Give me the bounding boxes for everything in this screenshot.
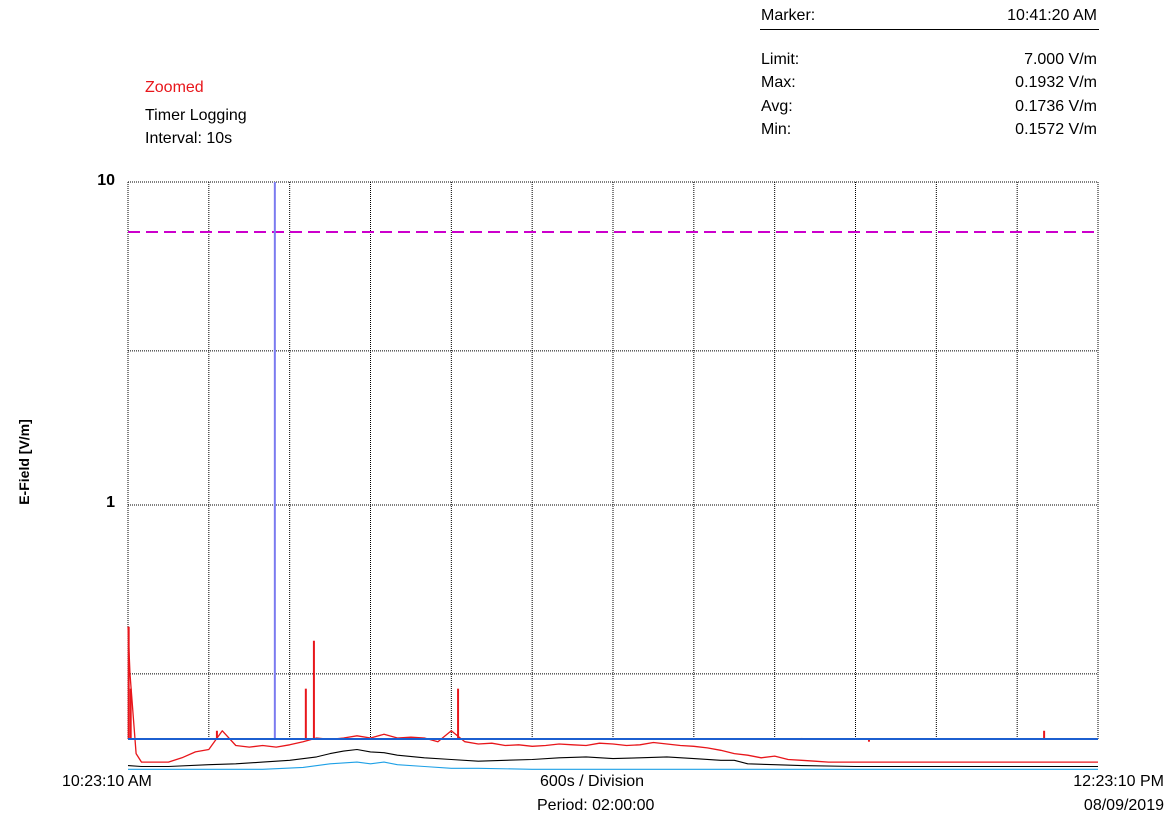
- interval-label: Interval: 10s: [145, 130, 233, 147]
- avg-label: Avg:: [761, 98, 793, 115]
- min-value: 0.1572 V/m: [1015, 121, 1097, 138]
- avg-series-line: [127, 748, 1098, 768]
- marker-divider: [760, 29, 1099, 30]
- logging-mode-label: Timer Logging: [145, 107, 247, 124]
- zoomed-indicator: Zoomed: [145, 79, 204, 96]
- avg-value: 0.1736 V/m: [1015, 98, 1097, 115]
- period-label: Period: 02:00:00: [537, 797, 655, 814]
- start-time-label: 10:23:10 AM: [62, 773, 152, 790]
- end-date-label: 08/09/2019: [1083, 797, 1164, 814]
- max-value: 0.1932 V/m: [1015, 74, 1097, 91]
- max-label: Max:: [761, 74, 796, 91]
- min-series-line: [128, 761, 1098, 770]
- marker-value: 10:41:20 AM: [1007, 7, 1097, 24]
- max-series-line: [127, 626, 1098, 763]
- y-tick-label-1: 1: [106, 494, 115, 511]
- min-label: Min:: [761, 121, 792, 138]
- end-time-label: 12:23:10 PM: [1073, 773, 1164, 790]
- division-label: 600s / Division: [540, 773, 645, 790]
- limit-label: Limit:: [761, 51, 800, 68]
- marker-label: Marker:: [761, 7, 816, 24]
- y-tick-label-10: 10: [97, 172, 115, 189]
- limit-value: 7.000 V/m: [1024, 51, 1097, 68]
